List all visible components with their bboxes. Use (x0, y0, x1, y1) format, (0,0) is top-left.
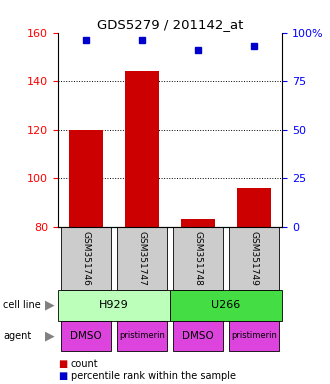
Text: ■: ■ (58, 371, 67, 381)
Bar (173, 321, 223, 351)
Bar (58, 290, 170, 321)
Text: H929: H929 (99, 300, 129, 310)
Text: GSM351748: GSM351748 (193, 231, 203, 286)
Bar (125, 71, 159, 227)
Text: percentile rank within the sample: percentile rank within the sample (71, 371, 236, 381)
Text: ■: ■ (58, 359, 67, 369)
Bar (117, 321, 167, 351)
Text: agent: agent (3, 331, 32, 341)
Bar (181, 219, 215, 227)
Text: count: count (71, 359, 99, 369)
Bar (60, 227, 111, 290)
Text: cell line: cell line (3, 300, 41, 310)
Bar (117, 227, 167, 290)
Text: DMSO: DMSO (70, 331, 102, 341)
Text: U266: U266 (212, 300, 241, 310)
Title: GDS5279 / 201142_at: GDS5279 / 201142_at (97, 18, 243, 31)
Text: ▶: ▶ (45, 329, 54, 343)
Text: GSM351747: GSM351747 (137, 231, 147, 286)
Text: GSM351749: GSM351749 (249, 231, 259, 286)
Bar (237, 188, 271, 227)
Bar (60, 321, 111, 351)
Text: DMSO: DMSO (182, 331, 214, 341)
Bar (229, 227, 279, 290)
Bar (69, 130, 103, 227)
Text: GSM351746: GSM351746 (81, 231, 90, 286)
Bar (173, 227, 223, 290)
Text: pristimerin: pristimerin (119, 331, 165, 341)
Text: pristimerin: pristimerin (231, 331, 277, 341)
Bar (229, 321, 279, 351)
Text: ▶: ▶ (45, 299, 54, 312)
Bar (170, 290, 282, 321)
